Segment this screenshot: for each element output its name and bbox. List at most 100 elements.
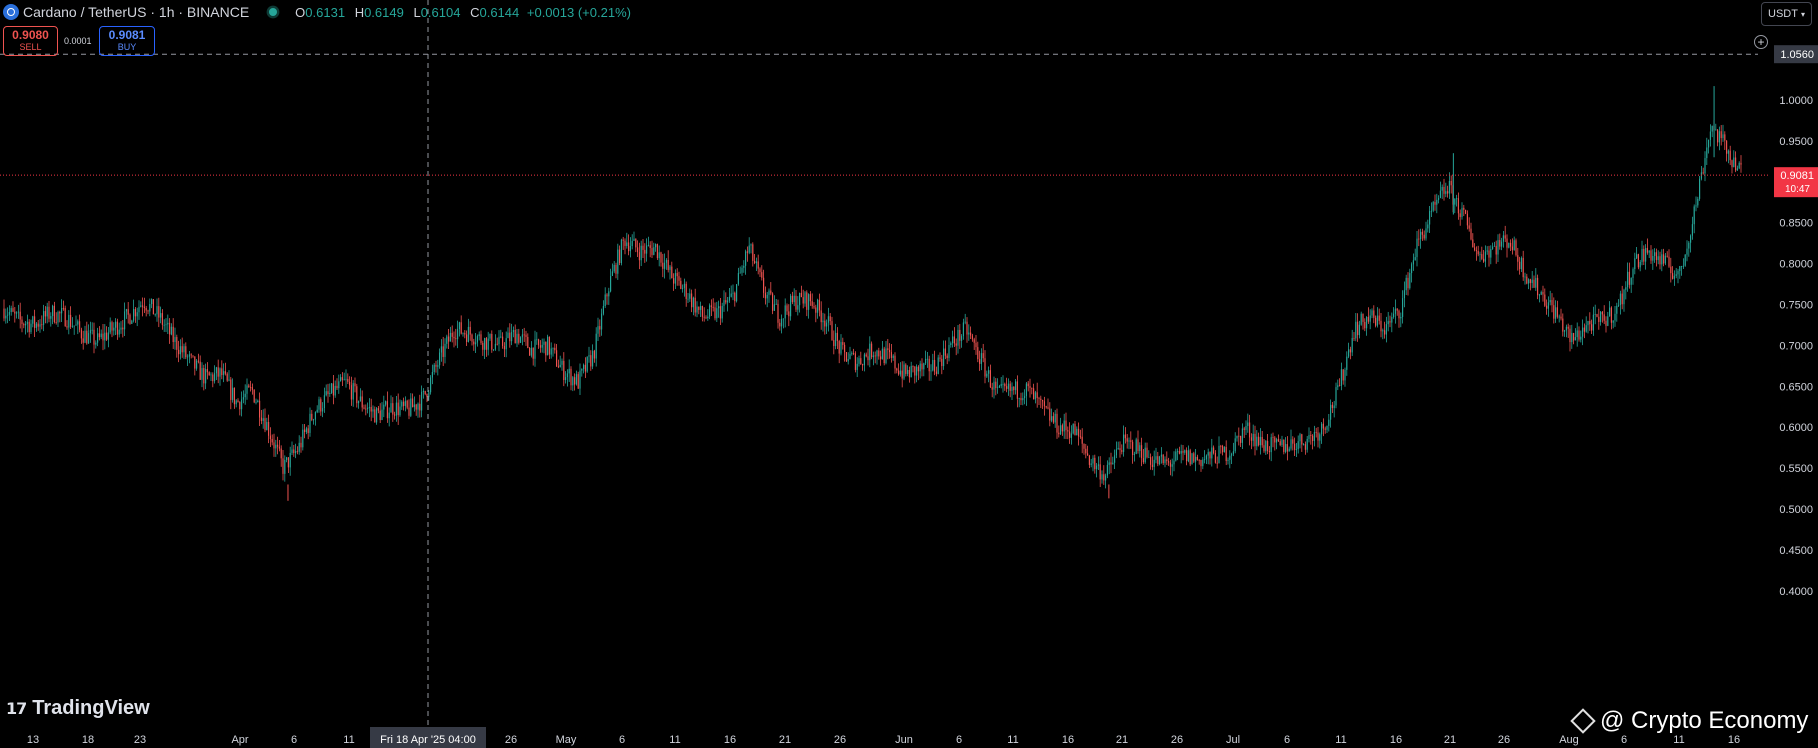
candle-body <box>1596 314 1598 317</box>
candle-body <box>656 244 658 259</box>
candle-body <box>755 261 757 264</box>
candle-body <box>1673 275 1675 279</box>
candle-body <box>500 336 502 338</box>
candle-body <box>1441 186 1443 191</box>
candle-body <box>1268 450 1270 453</box>
time-tick-label: 16 <box>1390 734 1402 746</box>
candle-body <box>784 305 786 319</box>
candle-body <box>748 245 750 253</box>
candle-body <box>235 400 237 405</box>
candle-body <box>406 400 408 408</box>
candle-body <box>917 366 919 372</box>
candle-body <box>1697 198 1699 206</box>
candle-body <box>548 336 550 355</box>
candle-body <box>176 337 178 350</box>
candle-body <box>167 322 169 325</box>
candle-body <box>1058 432 1060 435</box>
candle-body <box>118 329 120 335</box>
symbol-title[interactable]: Cardano / TetherUS · 1h · BINANCE <box>23 4 250 20</box>
candle-body <box>476 336 478 343</box>
candle-body <box>1493 245 1495 247</box>
candle-body <box>367 407 369 410</box>
candle-body <box>1409 273 1411 289</box>
candle-body <box>761 272 763 278</box>
candle-body <box>971 335 973 340</box>
candle-body <box>1486 250 1488 252</box>
time-tick-label: 11 <box>669 734 680 746</box>
candle-body <box>1211 447 1213 459</box>
candle-body <box>489 333 491 339</box>
candle-body <box>503 346 505 350</box>
candle-body <box>1706 147 1708 159</box>
candle-body <box>1733 157 1735 168</box>
last-price-label: 0.9081 <box>1780 170 1814 182</box>
candle-body <box>1619 293 1621 306</box>
candle-body <box>937 357 939 374</box>
candle-body <box>178 349 180 355</box>
candle-body <box>1274 437 1276 443</box>
candle-body <box>26 321 28 324</box>
candle-body <box>1513 240 1515 251</box>
currency-unit-button[interactable]: USDT ▾ <box>1761 2 1812 26</box>
candle-body <box>579 370 581 389</box>
candle-body <box>473 341 475 345</box>
candle-body <box>136 312 138 317</box>
candle-body <box>1110 462 1112 465</box>
candle-body <box>1555 307 1557 319</box>
market-status-icon[interactable] <box>266 5 280 19</box>
time-axis[interactable]: 13 18 23 Apr 6 11 Fri 18 Apr '25 04:00 26 May 6 11… <box>27 727 1740 748</box>
candle-body <box>1202 459 1204 467</box>
candle-body <box>926 358 928 360</box>
candle-body <box>575 374 577 385</box>
candle-body <box>1591 324 1593 331</box>
candle-body <box>588 355 590 357</box>
candle-body <box>1457 198 1459 214</box>
candle-body <box>361 396 363 408</box>
candle-body <box>1380 320 1382 332</box>
candle-body <box>95 342 97 345</box>
candle-body <box>718 306 720 309</box>
candle-body <box>151 299 153 305</box>
candle-body <box>1292 439 1294 444</box>
sell-button[interactable]: 0.9080 SELL <box>3 26 58 56</box>
candle-body <box>1722 134 1724 139</box>
candle-body <box>890 352 892 358</box>
candle-body <box>863 354 865 366</box>
buy-button[interactable]: 0.9081 BUY <box>99 26 155 56</box>
candle-body <box>946 355 948 358</box>
candle-body <box>1193 453 1195 462</box>
candle-body <box>1663 254 1665 264</box>
candle-body <box>881 348 883 360</box>
candle-body <box>844 344 846 353</box>
candle-body <box>813 306 815 308</box>
candle-body <box>453 336 455 339</box>
candle-body <box>203 368 205 384</box>
candle-body <box>1133 453 1135 455</box>
candle-body <box>1632 269 1634 278</box>
candle-body <box>1729 150 1731 161</box>
candle-body <box>1560 316 1562 319</box>
add-alert-icon[interactable]: + <box>1754 35 1768 49</box>
candle-body <box>1195 456 1197 462</box>
candle-body <box>892 355 894 358</box>
candle-body <box>192 355 194 357</box>
candle-body <box>809 294 811 302</box>
candle-body <box>1150 457 1152 465</box>
candle-body <box>617 249 619 274</box>
candle-body <box>1490 249 1492 258</box>
candle-body <box>642 245 644 250</box>
candle-body <box>608 291 610 297</box>
candle-body <box>898 370 900 375</box>
time-tick-label: 16 <box>1062 734 1074 746</box>
candle-body <box>691 293 693 308</box>
candle-body <box>59 312 61 314</box>
candle-body <box>952 336 954 344</box>
candle-body <box>329 392 331 395</box>
candle-body <box>403 401 405 406</box>
candle-body <box>1544 294 1546 306</box>
candle-body <box>584 364 586 372</box>
candle-body <box>311 413 313 420</box>
candle-body <box>89 330 91 334</box>
tradingview-logo[interactable]: 𝟭𝟳 TradingView <box>6 697 150 720</box>
